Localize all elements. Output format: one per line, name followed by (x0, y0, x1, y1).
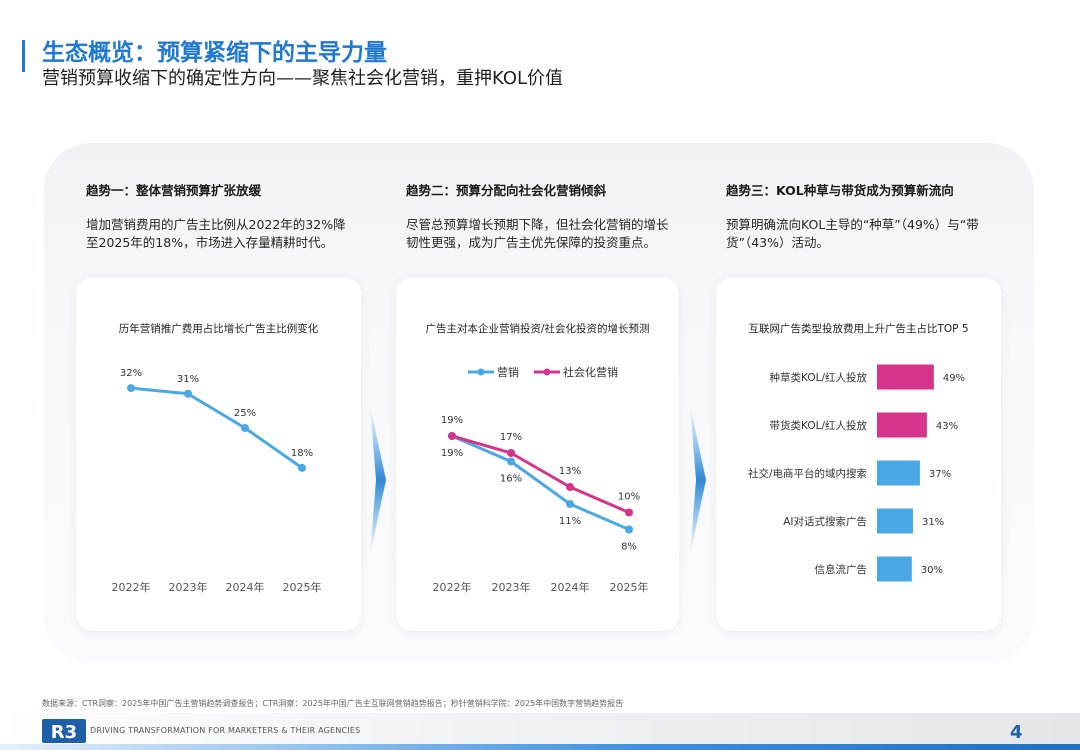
chart-one-title: 历年营销推广费用占比增长广告主比例变化 (118, 323, 319, 335)
data-label: 32% (120, 368, 142, 379)
data-label: 11% (559, 516, 581, 527)
category-label: 信息流广告 (815, 563, 868, 576)
x-tick-label: 2024年 (551, 580, 590, 594)
trend-one-title: 趋势一：整体营销预算扩张放缓 (86, 183, 262, 198)
data-point (566, 500, 574, 508)
category-label: 带货类KOL/红人投放 (770, 419, 868, 432)
data-point (448, 432, 456, 440)
data-label: 25% (234, 408, 256, 419)
data-source-note: 数据来源：CTR洞察：2025年中国广告主营销趋势调查报告；CTR洞察：2025… (42, 699, 624, 708)
bar (877, 460, 920, 486)
data-label: 18% (291, 448, 313, 459)
data-label: 30% (921, 565, 943, 576)
x-tick-label: 2025年 (610, 580, 649, 594)
data-label: 13% (559, 466, 581, 477)
chart-one-plot: 32% 31% 25% 18% 2022年 2023年 2024年 2025年 (112, 368, 322, 594)
trend-three-description: 预算明确流向KOL主导的“种草”（49%）与“带货”（43%）活动。 (726, 217, 979, 250)
page-number: 4 (1010, 722, 1023, 743)
data-point (625, 508, 633, 517)
trend-three-title: 趋势三：KOL种草与带货成为预算新流向 (726, 183, 954, 198)
data-label: 43% (936, 421, 958, 432)
data-point (184, 389, 192, 398)
bar (877, 508, 913, 534)
data-point (625, 525, 633, 534)
chart-card-one: 历年营销推广费用占比增长广告主比例变化 32% 31% 25% 18% 2022年 202… (76, 278, 361, 631)
chart-three-title: 互联网广告类型投放费用上升广告主占比TOP 5 (748, 323, 969, 335)
bar (877, 364, 934, 390)
data-label: 37% (929, 469, 951, 480)
page-subtitle: 营销预算收缩下的确定性方向——聚焦社会化营销，重押KOL价值 (42, 68, 564, 89)
footer-tagline: DRIVING TRANSFORMATION FOR MARKETERS & T… (90, 726, 361, 735)
chart-two-plot: 19% 16% 11% 8% 19% 17% 13% 10% 营销 社会化营销 2022年 2023年… (433, 365, 649, 594)
legend-label: 营销 (497, 365, 519, 379)
category-label: 社交/电商平台的域内搜索 (748, 467, 867, 480)
data-point (241, 424, 249, 432)
legend-marker (543, 368, 551, 376)
r3-logo: R3 (42, 719, 86, 743)
series-line (129, 386, 304, 470)
chart-card-three: 互联网广告类型投放费用上升广告主占比TOP 5 种草类KOL/红人投放 49% 带货… (716, 278, 1001, 631)
data-point (507, 449, 515, 457)
x-tick-label: 2023年 (169, 580, 208, 594)
series-line (450, 434, 631, 531)
trend-two-title: 趋势二：预算分配向社会化营销倾斜 (406, 183, 607, 198)
footer-accent-line (0, 744, 1080, 750)
data-label: 31% (177, 374, 199, 385)
chart-two-title: 广告主对本企业营销投资/社会化投资的增长预测 (425, 323, 650, 335)
data-point (127, 384, 135, 393)
category-label: AI对话式搜索广告 (783, 515, 867, 528)
title-accent-bar (22, 40, 25, 72)
data-label: 17% (500, 432, 522, 443)
x-tick-label: 2023年 (492, 580, 531, 594)
data-label: 49% (943, 373, 965, 384)
trend-two-description: 尽管总预算增长预期下降，但社会化营销的增长韧性更强，成为广告主优先保障的投资重点… (406, 217, 669, 250)
trend-one-description: 增加营销费用的广告主比例从2022年的32%降至2025年的18%，市场进入存量… (86, 217, 346, 250)
trend-two: 趋势二：预算分配向社会化营销倾斜 尽管总预算增长预期下降，但社会化营销的增长韧性… (406, 180, 726, 252)
category-label: 种草类KOL/红人投放 (770, 371, 868, 384)
footer-band (0, 713, 1080, 750)
data-point (298, 463, 306, 472)
bar (877, 412, 927, 438)
chart-three-plot: 种草类KOL/红人投放 49% 带货类KOL/红人投放 43% 社交/电商平台的域内搜索… (748, 364, 965, 582)
data-label: 31% (922, 517, 944, 528)
series-line (450, 434, 631, 514)
x-tick-label: 2022年 (112, 580, 151, 594)
data-label: 10% (618, 492, 640, 503)
data-label: 19% (441, 415, 463, 426)
trend-one: 趋势一：整体营销预算扩张放缓 增加营销费用的广告主比例从2022年的32%降至2… (86, 180, 406, 252)
bar (877, 556, 912, 582)
chart-card-two: 广告主对本企业营销投资/社会化投资的增长预测 19% 16% 11% 8% 19% 17%… (396, 278, 679, 631)
legend-marker (477, 368, 485, 376)
data-label: 19% (441, 448, 463, 459)
x-tick-label: 2022年 (433, 580, 472, 594)
x-tick-label: 2025年 (283, 580, 322, 594)
data-label: 8% (621, 542, 637, 553)
data-point (566, 483, 574, 491)
svg-text:R3: R3 (51, 722, 77, 743)
data-label: 16% (500, 474, 522, 485)
page-title: 生态概览：预算紧缩下的主导力量 (42, 40, 387, 66)
x-tick-label: 2024年 (226, 580, 265, 594)
data-point (507, 457, 515, 466)
chevron-right-icon (690, 405, 706, 555)
chevron-right-icon (370, 405, 386, 555)
trend-three: 趋势三：KOL种草与带货成为预算新流向 预算明确流向KOL主导的“种草”（49%… (726, 180, 1046, 252)
legend-label: 社会化营销 (563, 365, 618, 379)
